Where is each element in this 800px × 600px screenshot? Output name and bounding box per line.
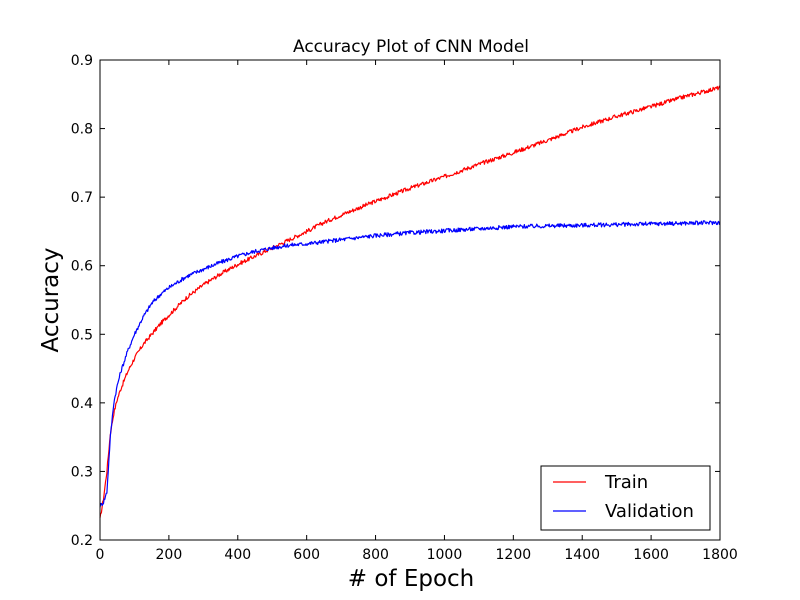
legend-label-validation: Validation xyxy=(605,501,694,522)
legend-label-train: Train xyxy=(604,472,648,493)
x-tick-label: 1600 xyxy=(633,547,669,563)
y-tick-label: 0.6 xyxy=(71,259,93,275)
x-tick-label: 0 xyxy=(96,547,105,563)
x-tick-label: 200 xyxy=(156,547,183,563)
x-tick-label: 1000 xyxy=(427,547,463,563)
plot-series-group xyxy=(99,85,721,518)
legend-box xyxy=(540,465,711,531)
y-tick-label: 0.4 xyxy=(71,396,93,412)
x-axis-label: # of Epoch xyxy=(348,566,475,592)
y-axis-label: Accuracy xyxy=(38,247,64,352)
x-axis-ticks: 0 200 400 600 800 1000 1200 1400 1600 1800 xyxy=(96,60,738,563)
y-tick-label: 0.7 xyxy=(71,190,93,206)
y-tick-label: 0.2 xyxy=(71,533,93,549)
legend: Train Validation xyxy=(540,465,711,531)
y-axis-ticks: 0.2 0.3 0.4 0.5 0.6 0.7 0.8 0.9 xyxy=(71,53,720,549)
y-tick-label: 0.8 xyxy=(71,122,93,138)
series-line-train xyxy=(99,85,721,518)
chart-title: Accuracy Plot of CNN Model xyxy=(293,37,529,57)
x-tick-label: 1200 xyxy=(496,547,532,563)
x-tick-label: 1800 xyxy=(702,547,738,563)
y-tick-label: 0.9 xyxy=(71,53,93,69)
series-line-validation xyxy=(99,220,721,508)
x-tick-label: 800 xyxy=(362,547,389,563)
x-tick-label: 1400 xyxy=(564,547,600,563)
plot-frame xyxy=(99,59,721,541)
x-tick-label: 400 xyxy=(224,547,251,563)
y-tick-label: 0.3 xyxy=(71,464,93,480)
y-tick-label: 0.5 xyxy=(71,327,93,343)
x-tick-label: 600 xyxy=(293,547,320,563)
